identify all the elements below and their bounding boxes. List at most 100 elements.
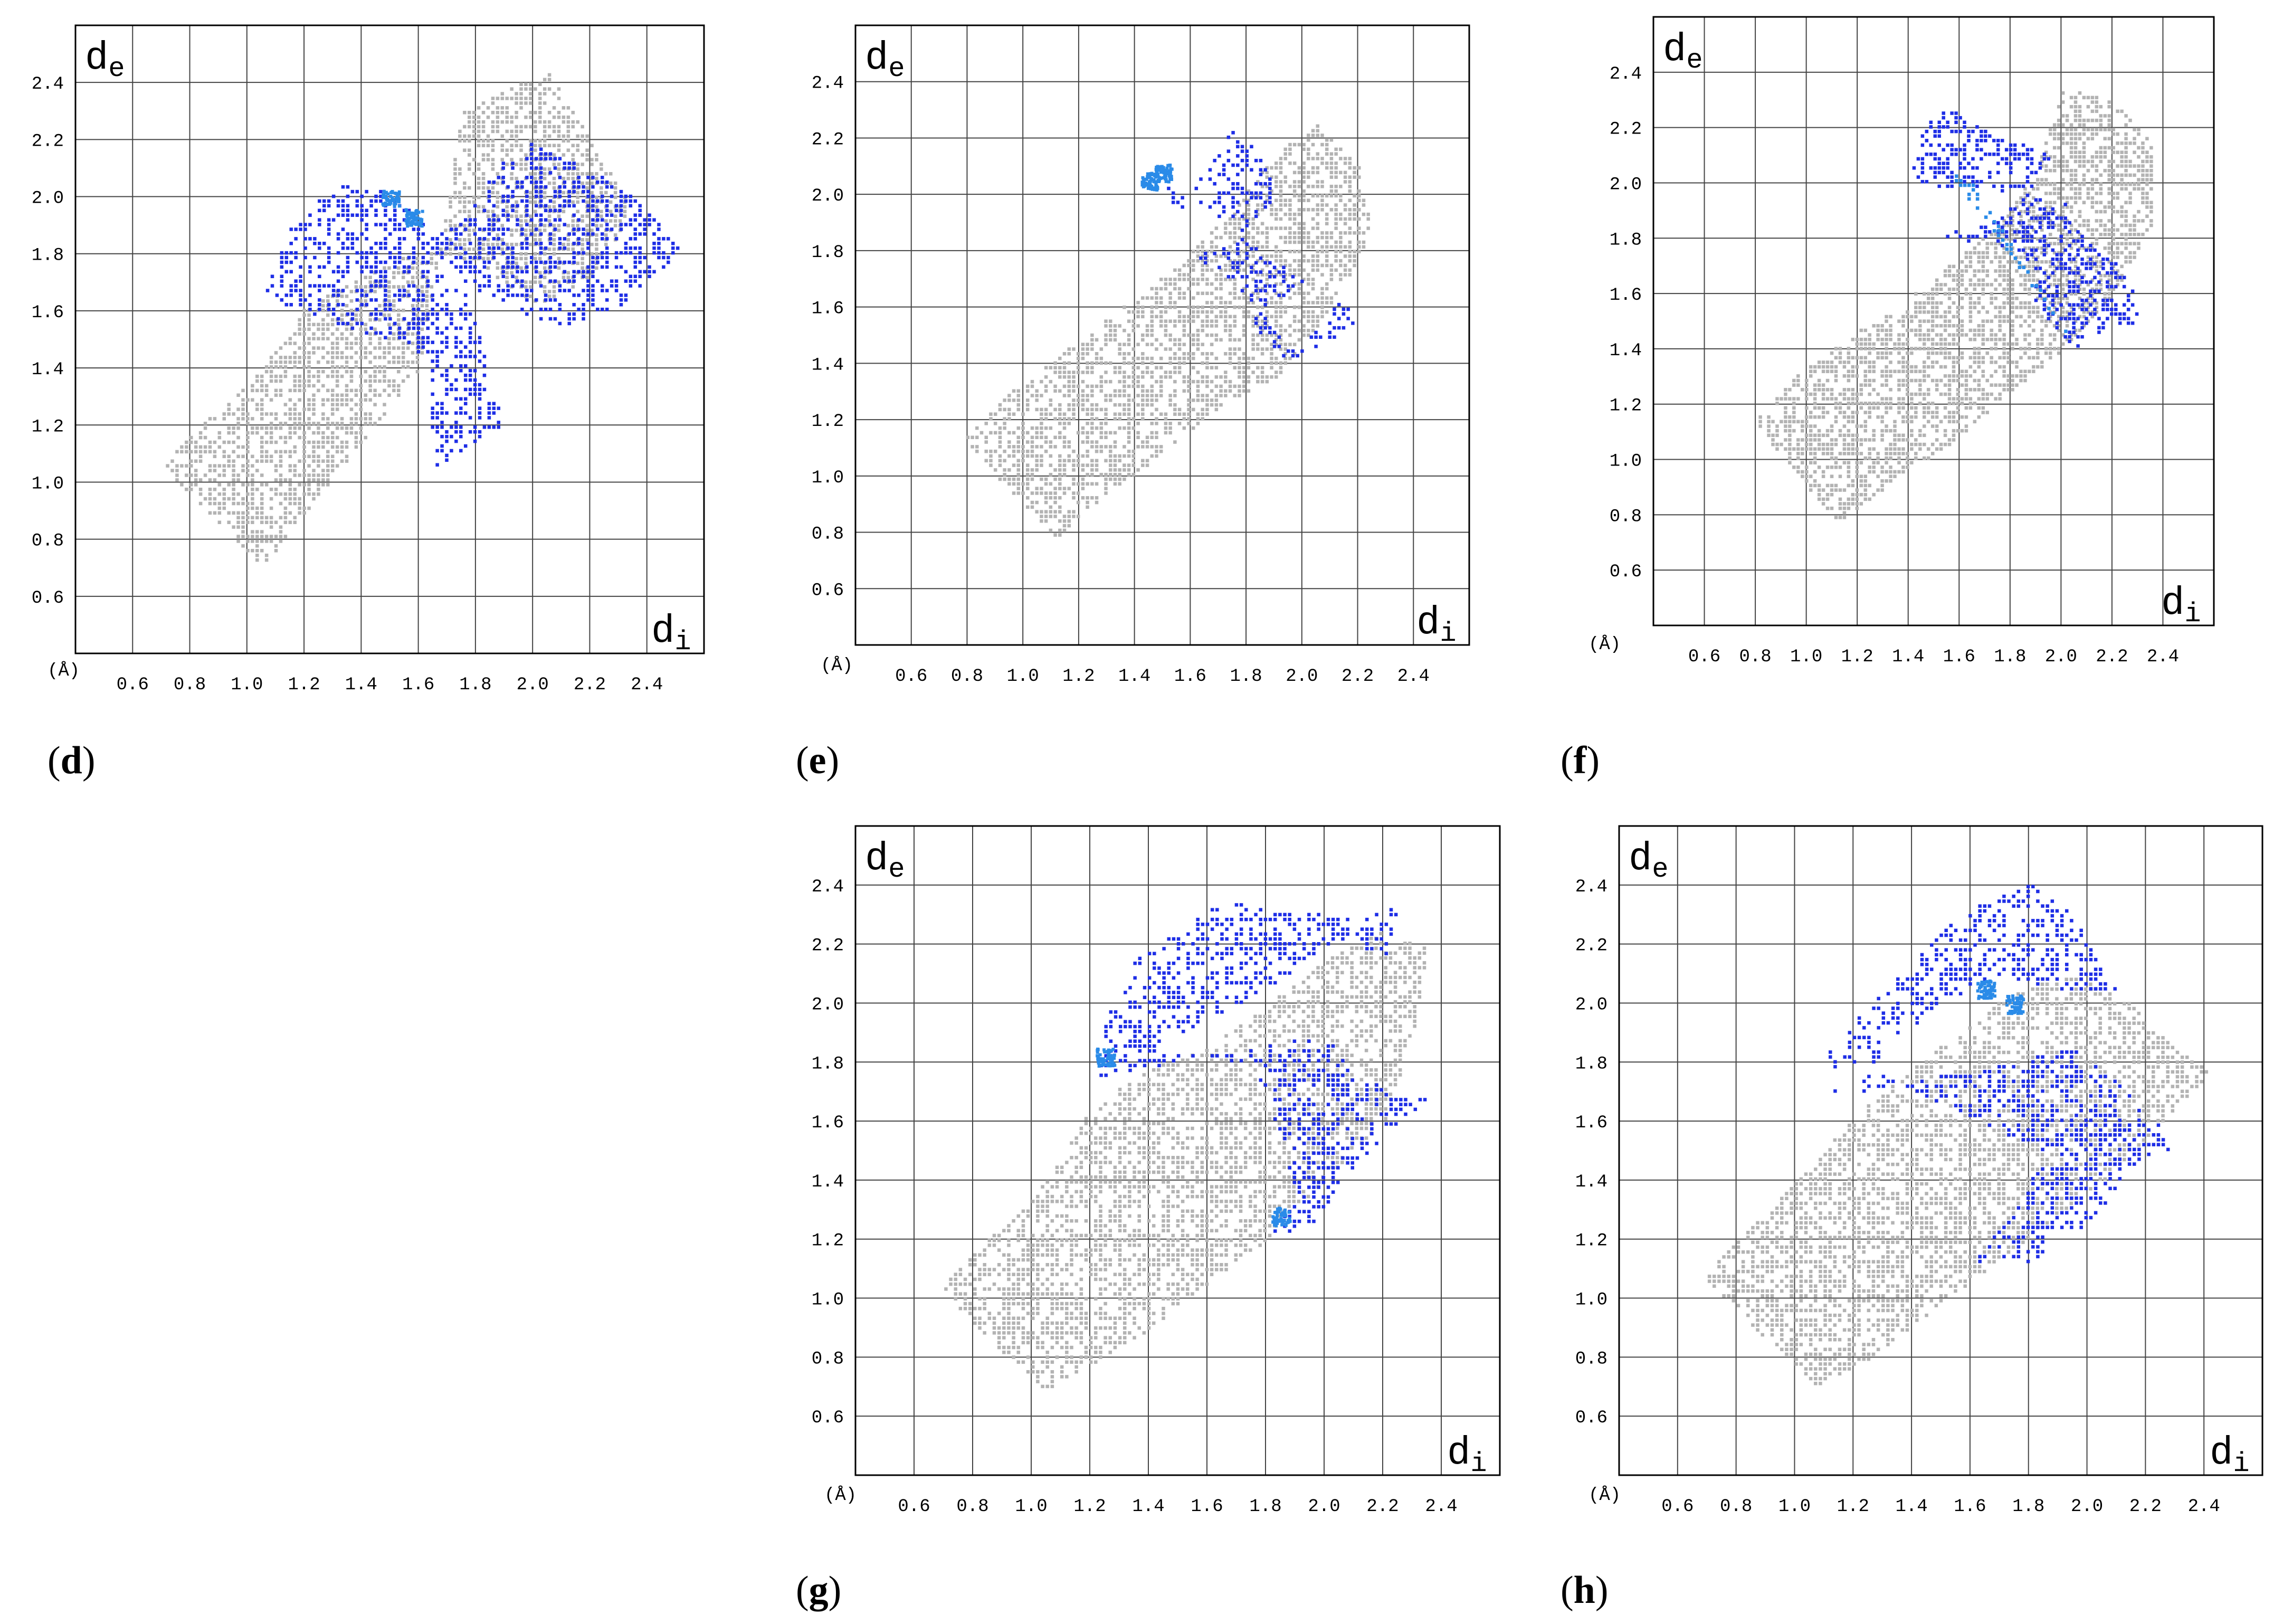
scatter-point	[312, 473, 316, 477]
scatter-point	[1240, 261, 1244, 265]
scatter-point	[284, 251, 289, 255]
scatter-point	[529, 280, 532, 284]
scatter-point	[1256, 375, 1260, 379]
scatter-point	[1104, 361, 1108, 365]
scatter-point	[1058, 496, 1062, 500]
scatter-point	[468, 139, 471, 143]
scatter-point	[1058, 366, 1062, 369]
scatter-point	[236, 445, 240, 449]
scatter-point	[481, 129, 486, 134]
scatter-point	[1247, 356, 1251, 360]
scatter-point	[1274, 371, 1278, 374]
scatter-point	[566, 115, 570, 119]
scatter-point	[260, 403, 264, 406]
scatter-point	[1268, 330, 1272, 335]
scatter-point	[1003, 398, 1006, 402]
scatter-point	[198, 454, 203, 459]
scatter-point	[500, 148, 505, 152]
scatter-point	[629, 246, 633, 250]
scatter-point	[624, 246, 628, 250]
scatter-point	[496, 261, 500, 265]
scatter-point	[1012, 431, 1016, 435]
scatter-point	[966, 435, 970, 440]
scatter-point	[1123, 412, 1126, 416]
scatter-point	[1141, 459, 1145, 463]
scatter-point	[412, 298, 416, 302]
scatter-point	[638, 213, 642, 217]
scatter-point	[605, 208, 609, 213]
scatter-point	[1254, 279, 1258, 283]
scatter-point	[1067, 394, 1071, 397]
scatter-point	[538, 139, 542, 143]
scatter-point	[1259, 196, 1263, 200]
scatter-point	[1035, 431, 1039, 435]
scatter-point	[255, 558, 259, 562]
scatter-point	[414, 223, 418, 226]
scatter-point	[440, 331, 444, 335]
scatter-point	[308, 265, 312, 269]
scatter-point	[317, 426, 320, 430]
scatter-point	[624, 242, 628, 245]
scatter-point	[501, 242, 505, 245]
scatter-point	[1053, 366, 1057, 369]
scatter-point	[1127, 454, 1131, 458]
scatter-point	[1292, 222, 1297, 225]
scatter-point	[383, 313, 386, 317]
scatter-point	[346, 204, 350, 208]
scatter-point	[1339, 245, 1343, 249]
scatter-point	[505, 205, 509, 209]
scatter-point	[364, 285, 368, 289]
scatter-point	[307, 356, 311, 359]
scatter-point	[525, 157, 529, 160]
scatter-point	[440, 402, 444, 405]
scatter-point	[1154, 173, 1158, 177]
scatter-point	[482, 284, 487, 288]
scatter-point	[364, 299, 368, 303]
scatter-point	[567, 189, 571, 194]
scatter-point	[582, 289, 585, 292]
scatter-point	[1145, 324, 1149, 328]
scatter-point	[1242, 352, 1246, 356]
scatter-point	[1362, 203, 1366, 207]
scatter-point	[232, 501, 235, 506]
scatter-point	[384, 237, 387, 241]
scatter-point	[1113, 445, 1117, 449]
scatter-point	[1150, 324, 1154, 328]
scatter-point	[288, 488, 292, 491]
scatter-point	[557, 167, 561, 171]
scatter-point	[1164, 426, 1168, 430]
scatter-point	[326, 435, 330, 440]
scatter-point	[1086, 384, 1089, 388]
scatter-point	[544, 246, 548, 250]
scatter-point	[1316, 222, 1320, 225]
scatter-point	[1072, 347, 1076, 351]
scatter-point	[586, 194, 590, 198]
scatter-point	[1177, 278, 1182, 281]
scatter-point	[360, 208, 364, 213]
scatter-point	[1168, 338, 1172, 342]
scatter-point	[349, 379, 354, 383]
scatter-point	[1035, 459, 1039, 463]
scatter-point	[1141, 445, 1145, 449]
scatter-point	[1141, 356, 1145, 360]
scatter-point	[227, 483, 231, 487]
scatter-point	[1222, 191, 1226, 195]
scatter-point	[411, 276, 415, 279]
scatter-point	[1035, 454, 1039, 458]
scatter-point	[454, 227, 458, 231]
scatter-point	[416, 298, 421, 302]
scatter-point	[1343, 203, 1347, 207]
scatter-point	[330, 398, 335, 402]
scatter-point	[1086, 366, 1089, 369]
scatter-point	[349, 346, 354, 350]
scatter-point	[1012, 454, 1016, 458]
scatter-point	[1254, 284, 1258, 288]
scatter-point	[1242, 371, 1246, 374]
scatter-point	[500, 92, 505, 96]
scatter-point	[1095, 361, 1099, 365]
scatter-point	[1113, 482, 1117, 486]
scatter-point	[1025, 482, 1030, 486]
scatter-point	[1150, 445, 1154, 449]
scatter-point	[227, 497, 231, 501]
scatter-point	[1274, 226, 1278, 230]
